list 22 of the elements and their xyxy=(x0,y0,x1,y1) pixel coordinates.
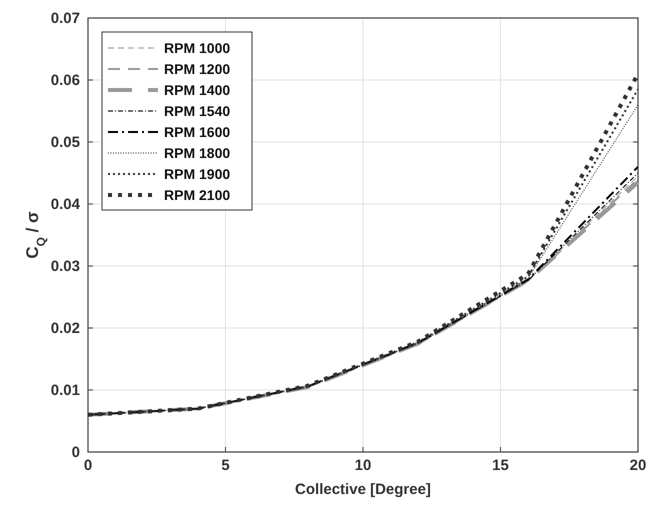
legend-label: RPM 1600 xyxy=(164,124,230,140)
y-tick-label: 0.03 xyxy=(50,258,80,275)
y-tick-label: 0 xyxy=(72,444,80,461)
y-tick-label: 0.04 xyxy=(50,196,81,213)
legend-label: RPM 2100 xyxy=(164,187,230,203)
x-axis-title: Collective [Degree] xyxy=(295,481,431,498)
x-tick-label: 5 xyxy=(221,457,230,474)
legend-label: RPM 1800 xyxy=(164,145,230,161)
x-tick-label: 15 xyxy=(492,457,509,474)
legend-label: RPM 1000 xyxy=(164,40,230,56)
legend-label: RPM 1900 xyxy=(164,166,230,182)
y-tick-label: 0.01 xyxy=(50,382,80,399)
x-tick-label: 10 xyxy=(354,457,372,474)
legend-label: RPM 1400 xyxy=(164,82,230,98)
y-tick-label: 0.05 xyxy=(50,134,80,151)
y-tick-label: 0.06 xyxy=(50,72,80,89)
y-tick-label: 0.02 xyxy=(50,320,80,337)
x-tick-label: 20 xyxy=(630,457,646,474)
legend-label: RPM 1540 xyxy=(164,103,230,119)
x-tick-label: 0 xyxy=(84,457,92,474)
y-tick-label: 0.07 xyxy=(50,10,80,27)
legend-label: RPM 1200 xyxy=(164,61,230,77)
